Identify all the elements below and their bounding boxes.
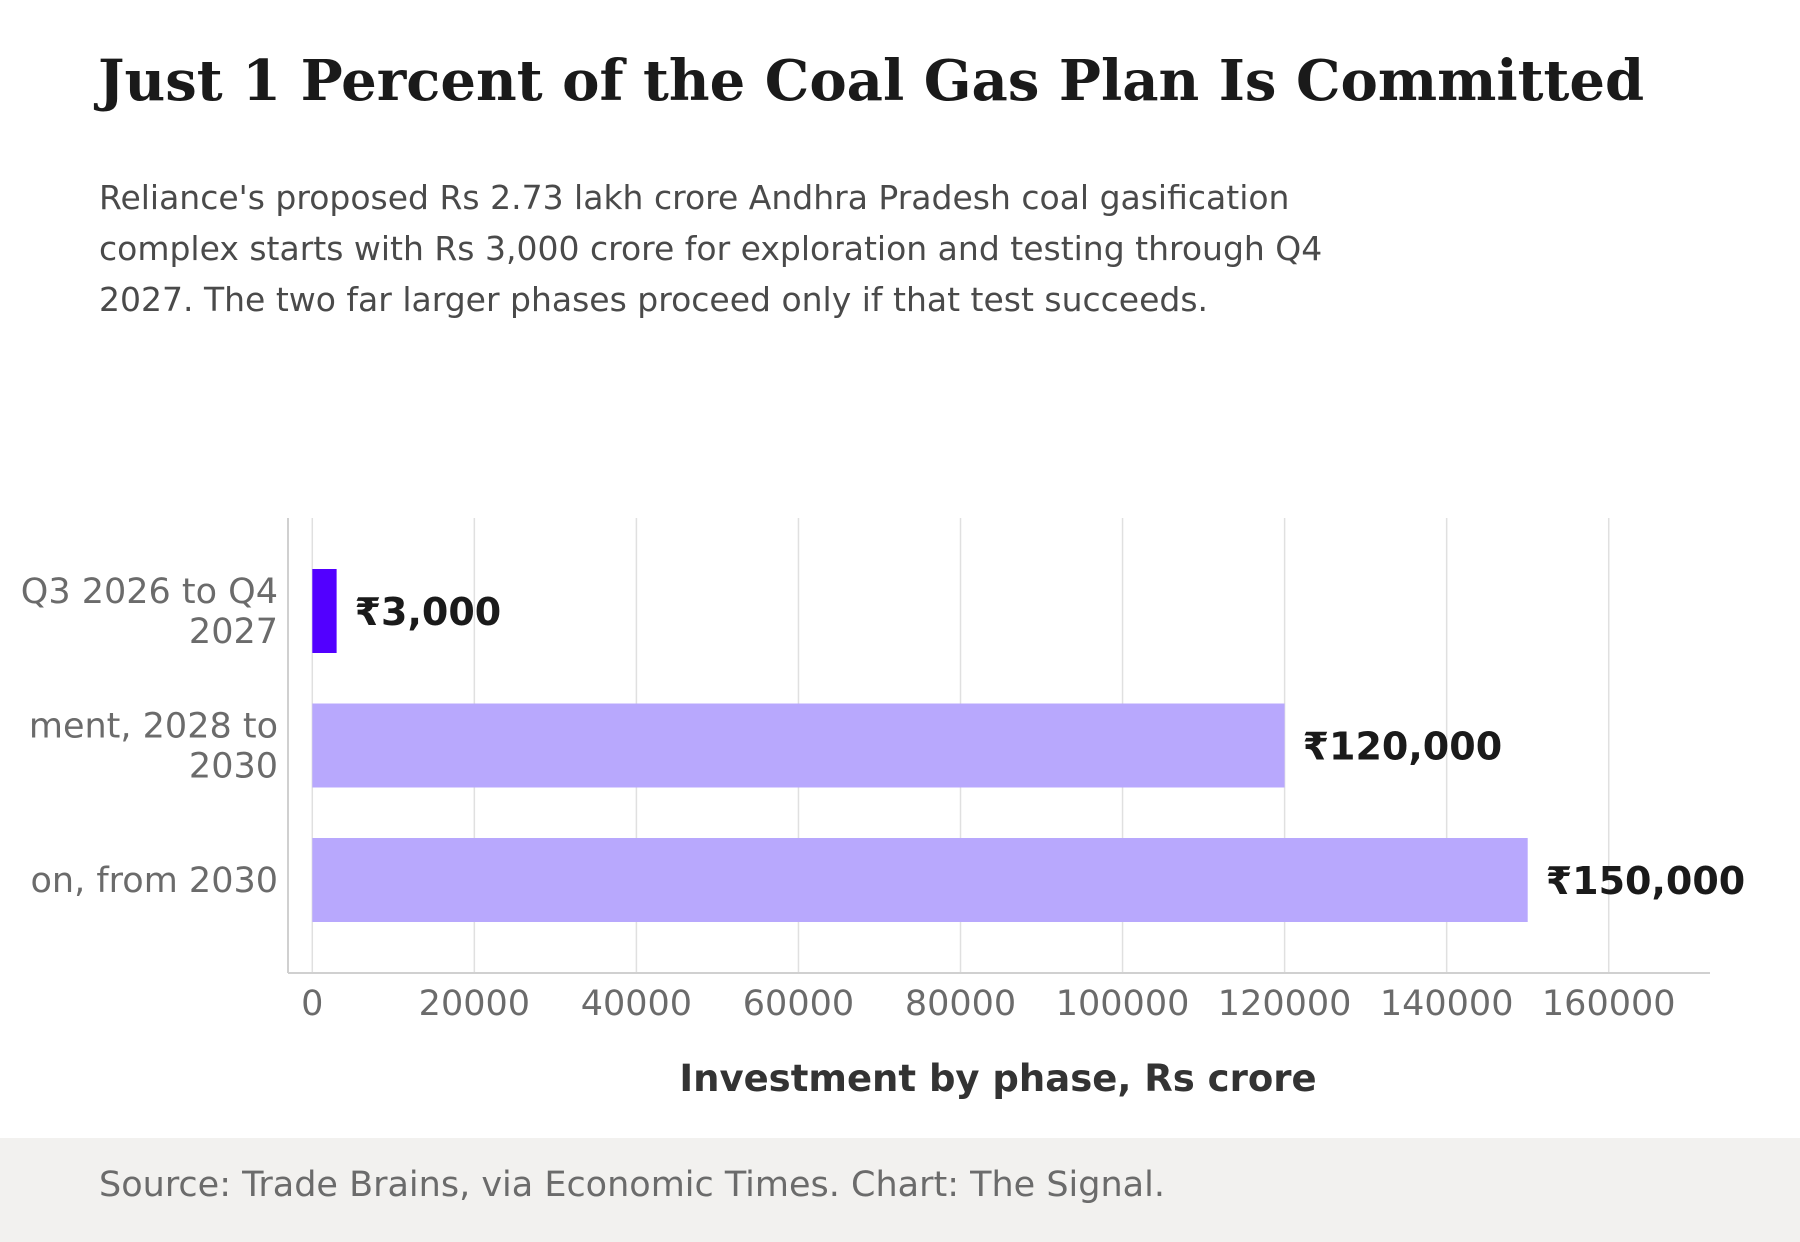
x-axis-label: Investment by phase, Rs crore — [679, 1057, 1316, 1100]
x-tick-label: 20000 — [419, 984, 530, 1024]
bar — [312, 703, 1285, 788]
footer: Source: Trade Brains, via Economic Times… — [0, 1138, 1800, 1242]
y-tick-label: Q3 2026 to Q4 — [21, 572, 278, 612]
data-label: ₹120,000 — [1303, 725, 1503, 769]
data-label: ₹150,000 — [1546, 859, 1746, 903]
chart-subtitle: Reliance's proposed Rs 2.73 lakh crore A… — [99, 178, 1323, 319]
y-tick-label: 2030 — [189, 747, 278, 787]
axes — [287, 518, 1710, 974]
x-tick-label: 60000 — [743, 984, 854, 1024]
y-tick-label: on, from 2030 — [31, 861, 279, 901]
chart-title: Just 1 Percent of the Coal Gas Plan Is C… — [98, 48, 1645, 114]
bar-chart: ₹3,000 ₹120,000 ₹150,000 Q3 2026 to Q42027… — [21, 518, 1746, 1100]
y-tick-label: ment, 2028 to — [29, 707, 278, 747]
x-tick-label: 140000 — [1380, 984, 1514, 1024]
x-tick-label: 80000 — [905, 984, 1016, 1024]
source-note: Source: Trade Brains, via Economic Times… — [99, 1165, 1165, 1205]
x-tick-label: 40000 — [581, 984, 692, 1024]
x-tick-label: 100000 — [1056, 984, 1190, 1024]
x-tick-label: 160000 — [1542, 984, 1676, 1024]
data-label: ₹3,000 — [355, 590, 502, 634]
data-labels: ₹3,000 ₹120,000 ₹150,000 — [355, 590, 1746, 903]
x-tick-label: 0 — [301, 984, 323, 1024]
bar — [312, 569, 337, 653]
bar — [312, 838, 1528, 922]
bars — [312, 569, 1528, 922]
y-tick-label: 2027 — [189, 612, 278, 652]
x-tick-label: 120000 — [1218, 984, 1352, 1024]
x-tick-labels: 0 20000 40000 60000 80000 100000 120000 140000 1… — [301, 984, 1675, 1024]
